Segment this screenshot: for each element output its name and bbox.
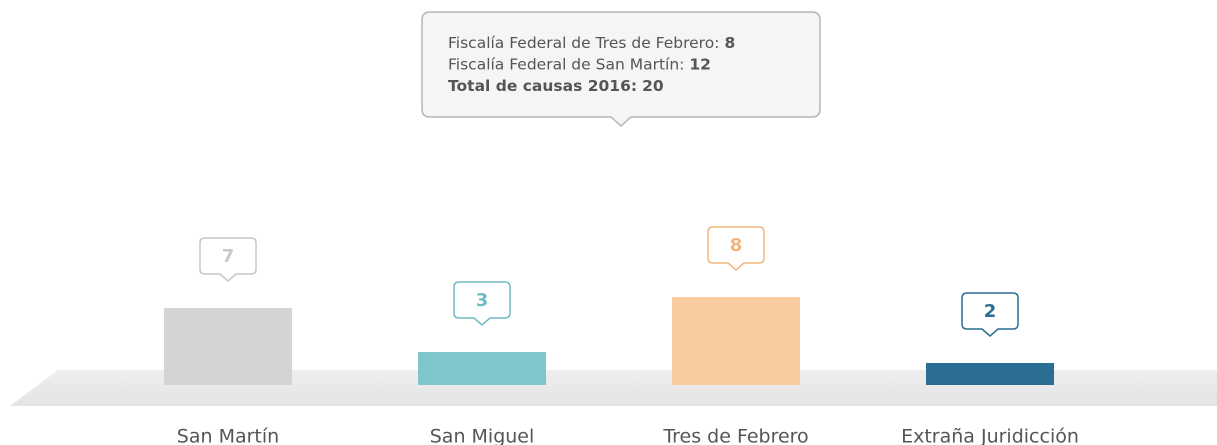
category-label: San Miguel xyxy=(430,426,535,445)
bar xyxy=(164,308,292,385)
tooltip-value: 12 xyxy=(689,55,711,73)
tooltip-value: 8 xyxy=(724,34,735,52)
category-label: Extraña Juridicción xyxy=(901,426,1079,445)
value-bubble xyxy=(707,226,765,271)
tooltip-box xyxy=(421,11,821,128)
category-label: Tres de Febrero xyxy=(662,426,808,445)
value-label: 8 xyxy=(730,235,743,256)
tooltip-line: Total de causas 2016: 20 xyxy=(448,77,664,95)
tooltip-line: Fiscalía Federal de Tres de Febrero: 8 xyxy=(448,34,735,52)
bar xyxy=(672,297,800,385)
tooltip-line: Fiscalía Federal de San Martín: 12 xyxy=(448,55,711,73)
bar xyxy=(926,363,1054,385)
bar xyxy=(418,352,546,385)
value-bubble xyxy=(453,281,511,326)
tooltip-label: Total de causas 2016: xyxy=(448,77,637,95)
tooltip-label: Fiscalía Federal de Tres de Febrero: xyxy=(448,34,719,52)
value-label: 7 xyxy=(222,246,235,267)
value-bubble xyxy=(199,237,257,282)
tooltip: Fiscalía Federal de Tres de Febrero: 8Fis… xyxy=(421,11,821,128)
value-label: 2 xyxy=(984,301,997,322)
tooltip-label: Fiscalía Federal de San Martín: xyxy=(448,55,684,73)
value-label: 3 xyxy=(476,290,489,311)
category-label: San Martín xyxy=(177,426,279,445)
tooltip-value: 20 xyxy=(642,77,664,95)
floor xyxy=(10,370,1217,406)
value-bubble xyxy=(961,292,1019,337)
